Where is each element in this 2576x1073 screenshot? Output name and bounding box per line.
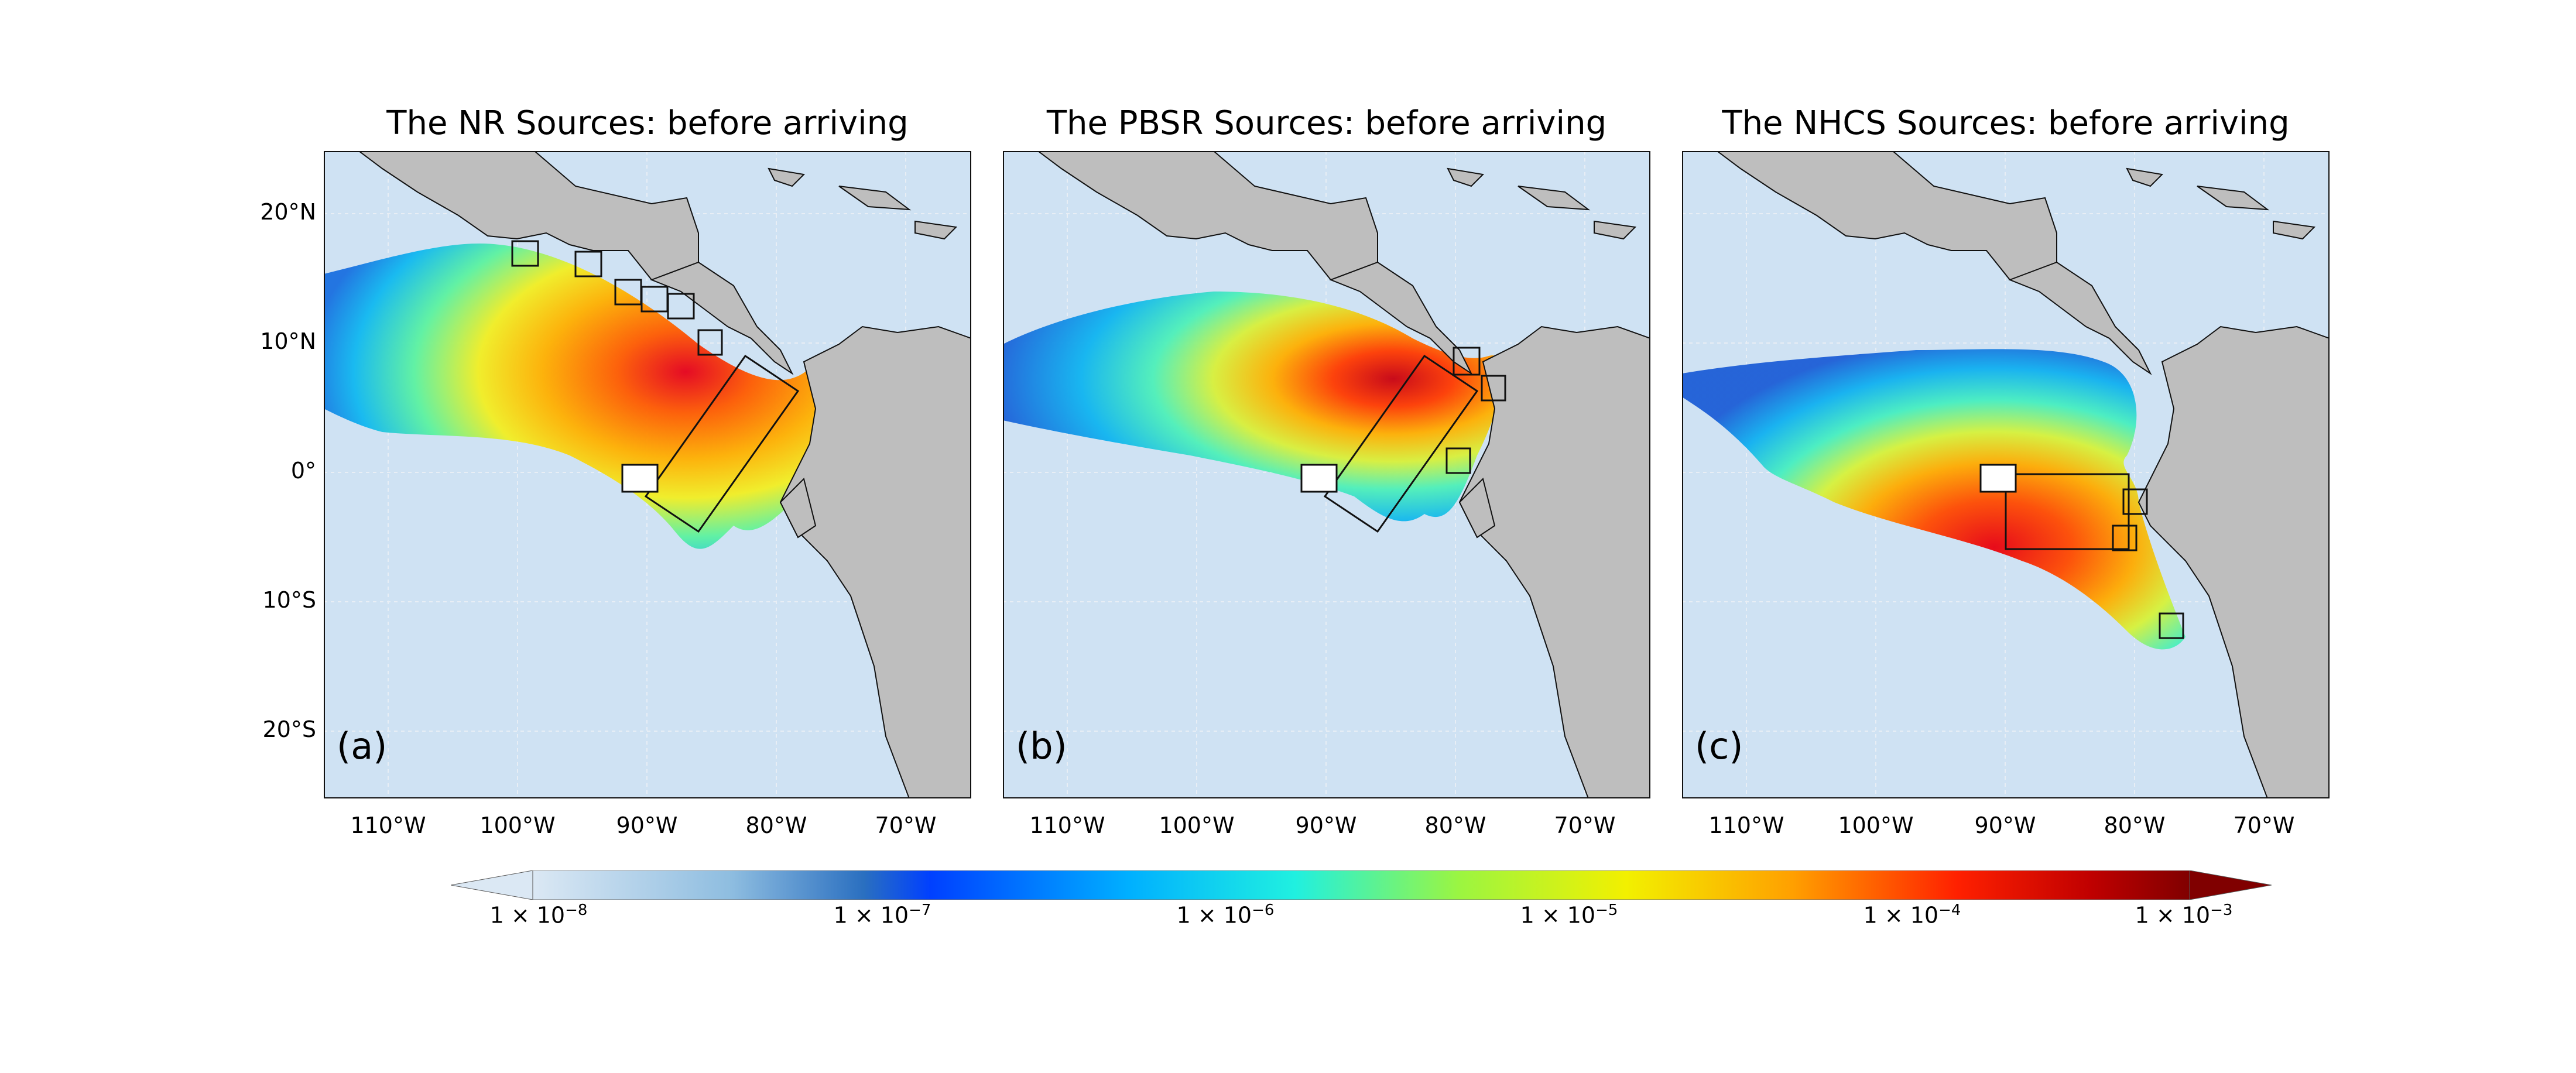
panel-a-label: (a) [337,725,388,767]
map-panel-c [1682,151,2330,798]
panel-c-label: (c) [1695,725,1743,767]
lon-tick-a-80w: 80°W [745,813,807,838]
panel-c-title: The NHCS Sources: before arriving [1722,104,2290,142]
panel-a-title: The NR Sources: before arriving [386,104,909,142]
lon-tick-c-80w: 80°W [2104,813,2166,838]
lon-tick-c-110w: 110°W [1708,813,1784,838]
lon-tick-b-80w: 80°W [1424,813,1486,838]
colorbar-tick-1e-7: 1 × 10−7 [833,901,931,928]
lon-tick-b-70w: 70°W [1554,813,1616,838]
lon-tick-a-110w: 110°W [350,813,426,838]
map-panel-a [324,151,971,798]
lon-tick-a-90w: 90°W [616,813,678,838]
colorbar [450,870,2272,902]
lat-tick-10n: 10°N [260,328,316,354]
colorbar-tick-1e-6: 1 × 10−6 [1176,901,1275,928]
colorbar-tick-1e-3: 1 × 10−3 [2135,901,2233,928]
colorbar-tick-1e-8: 1 × 10−8 [489,901,588,928]
lon-tick-b-90w: 90°W [1295,813,1357,838]
colorbar-tick-1e-4: 1 × 10−4 [1863,901,1961,928]
lon-tick-b-110w: 110°W [1029,813,1105,838]
lon-tick-c-70w: 70°W [2233,813,2295,838]
lat-tick-20s: 20°S [262,717,316,742]
panel-b-label: (b) [1016,725,1067,767]
lon-tick-c-90w: 90°W [1974,813,2036,838]
lon-tick-a-70w: 70°W [875,813,937,838]
lon-tick-a-100w: 100°W [479,813,556,838]
colorbar-tick-1e-5: 1 × 10−5 [1520,901,1618,928]
lat-tick-20n: 20°N [260,199,316,225]
lat-tick-10s: 10°S [262,587,316,613]
lon-tick-c-100w: 100°W [1838,813,1914,838]
map-panel-b [1003,151,1650,798]
lat-tick-0: 0° [290,458,316,484]
lon-tick-b-100w: 100°W [1159,813,1235,838]
panel-b-title: The PBSR Sources: before arriving [1046,104,1607,142]
